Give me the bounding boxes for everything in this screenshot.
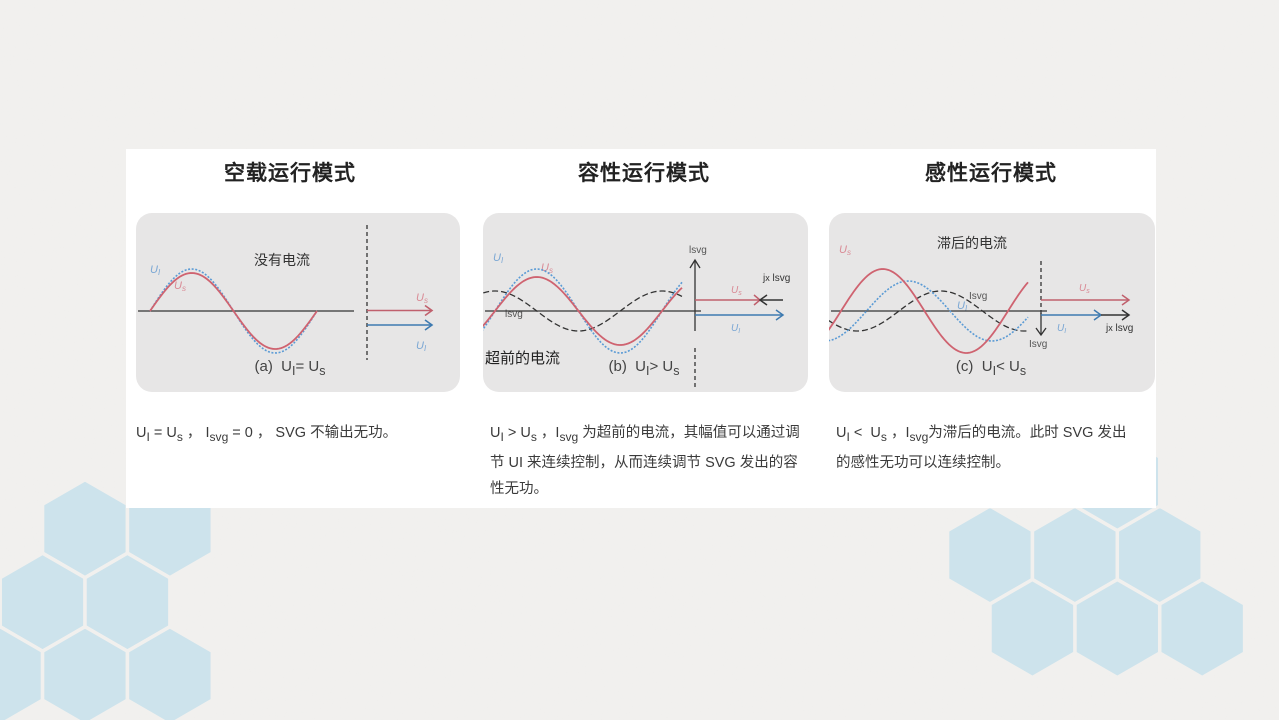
svg-text:Isvg: Isvg — [1029, 339, 1047, 350]
svg-text:Us: Us — [731, 285, 742, 297]
svg-text:滞后的电流: 滞后的电流 — [937, 235, 1007, 251]
svg-text:jx lsvg: jx lsvg — [1105, 323, 1133, 334]
svg-text:UI: UI — [150, 264, 161, 277]
svg-text:Us: Us — [174, 280, 186, 293]
svg-text:UI: UI — [731, 323, 740, 335]
svg-text:jx lsvg: jx lsvg — [762, 273, 790, 284]
svg-text:lsvg: lsvg — [689, 245, 707, 256]
svg-text:UI: UI — [416, 340, 427, 353]
svg-text:没有电流: 没有电流 — [254, 252, 310, 268]
svg-text:UI: UI — [1057, 323, 1066, 335]
svg-text:UI: UI — [493, 252, 504, 265]
svg-text:Us: Us — [541, 262, 553, 275]
svg-text:Us: Us — [839, 244, 851, 257]
svg-text:Isvg: Isvg — [969, 291, 987, 302]
svg-text:Us: Us — [1079, 283, 1090, 295]
svg-text:Us: Us — [416, 292, 428, 305]
